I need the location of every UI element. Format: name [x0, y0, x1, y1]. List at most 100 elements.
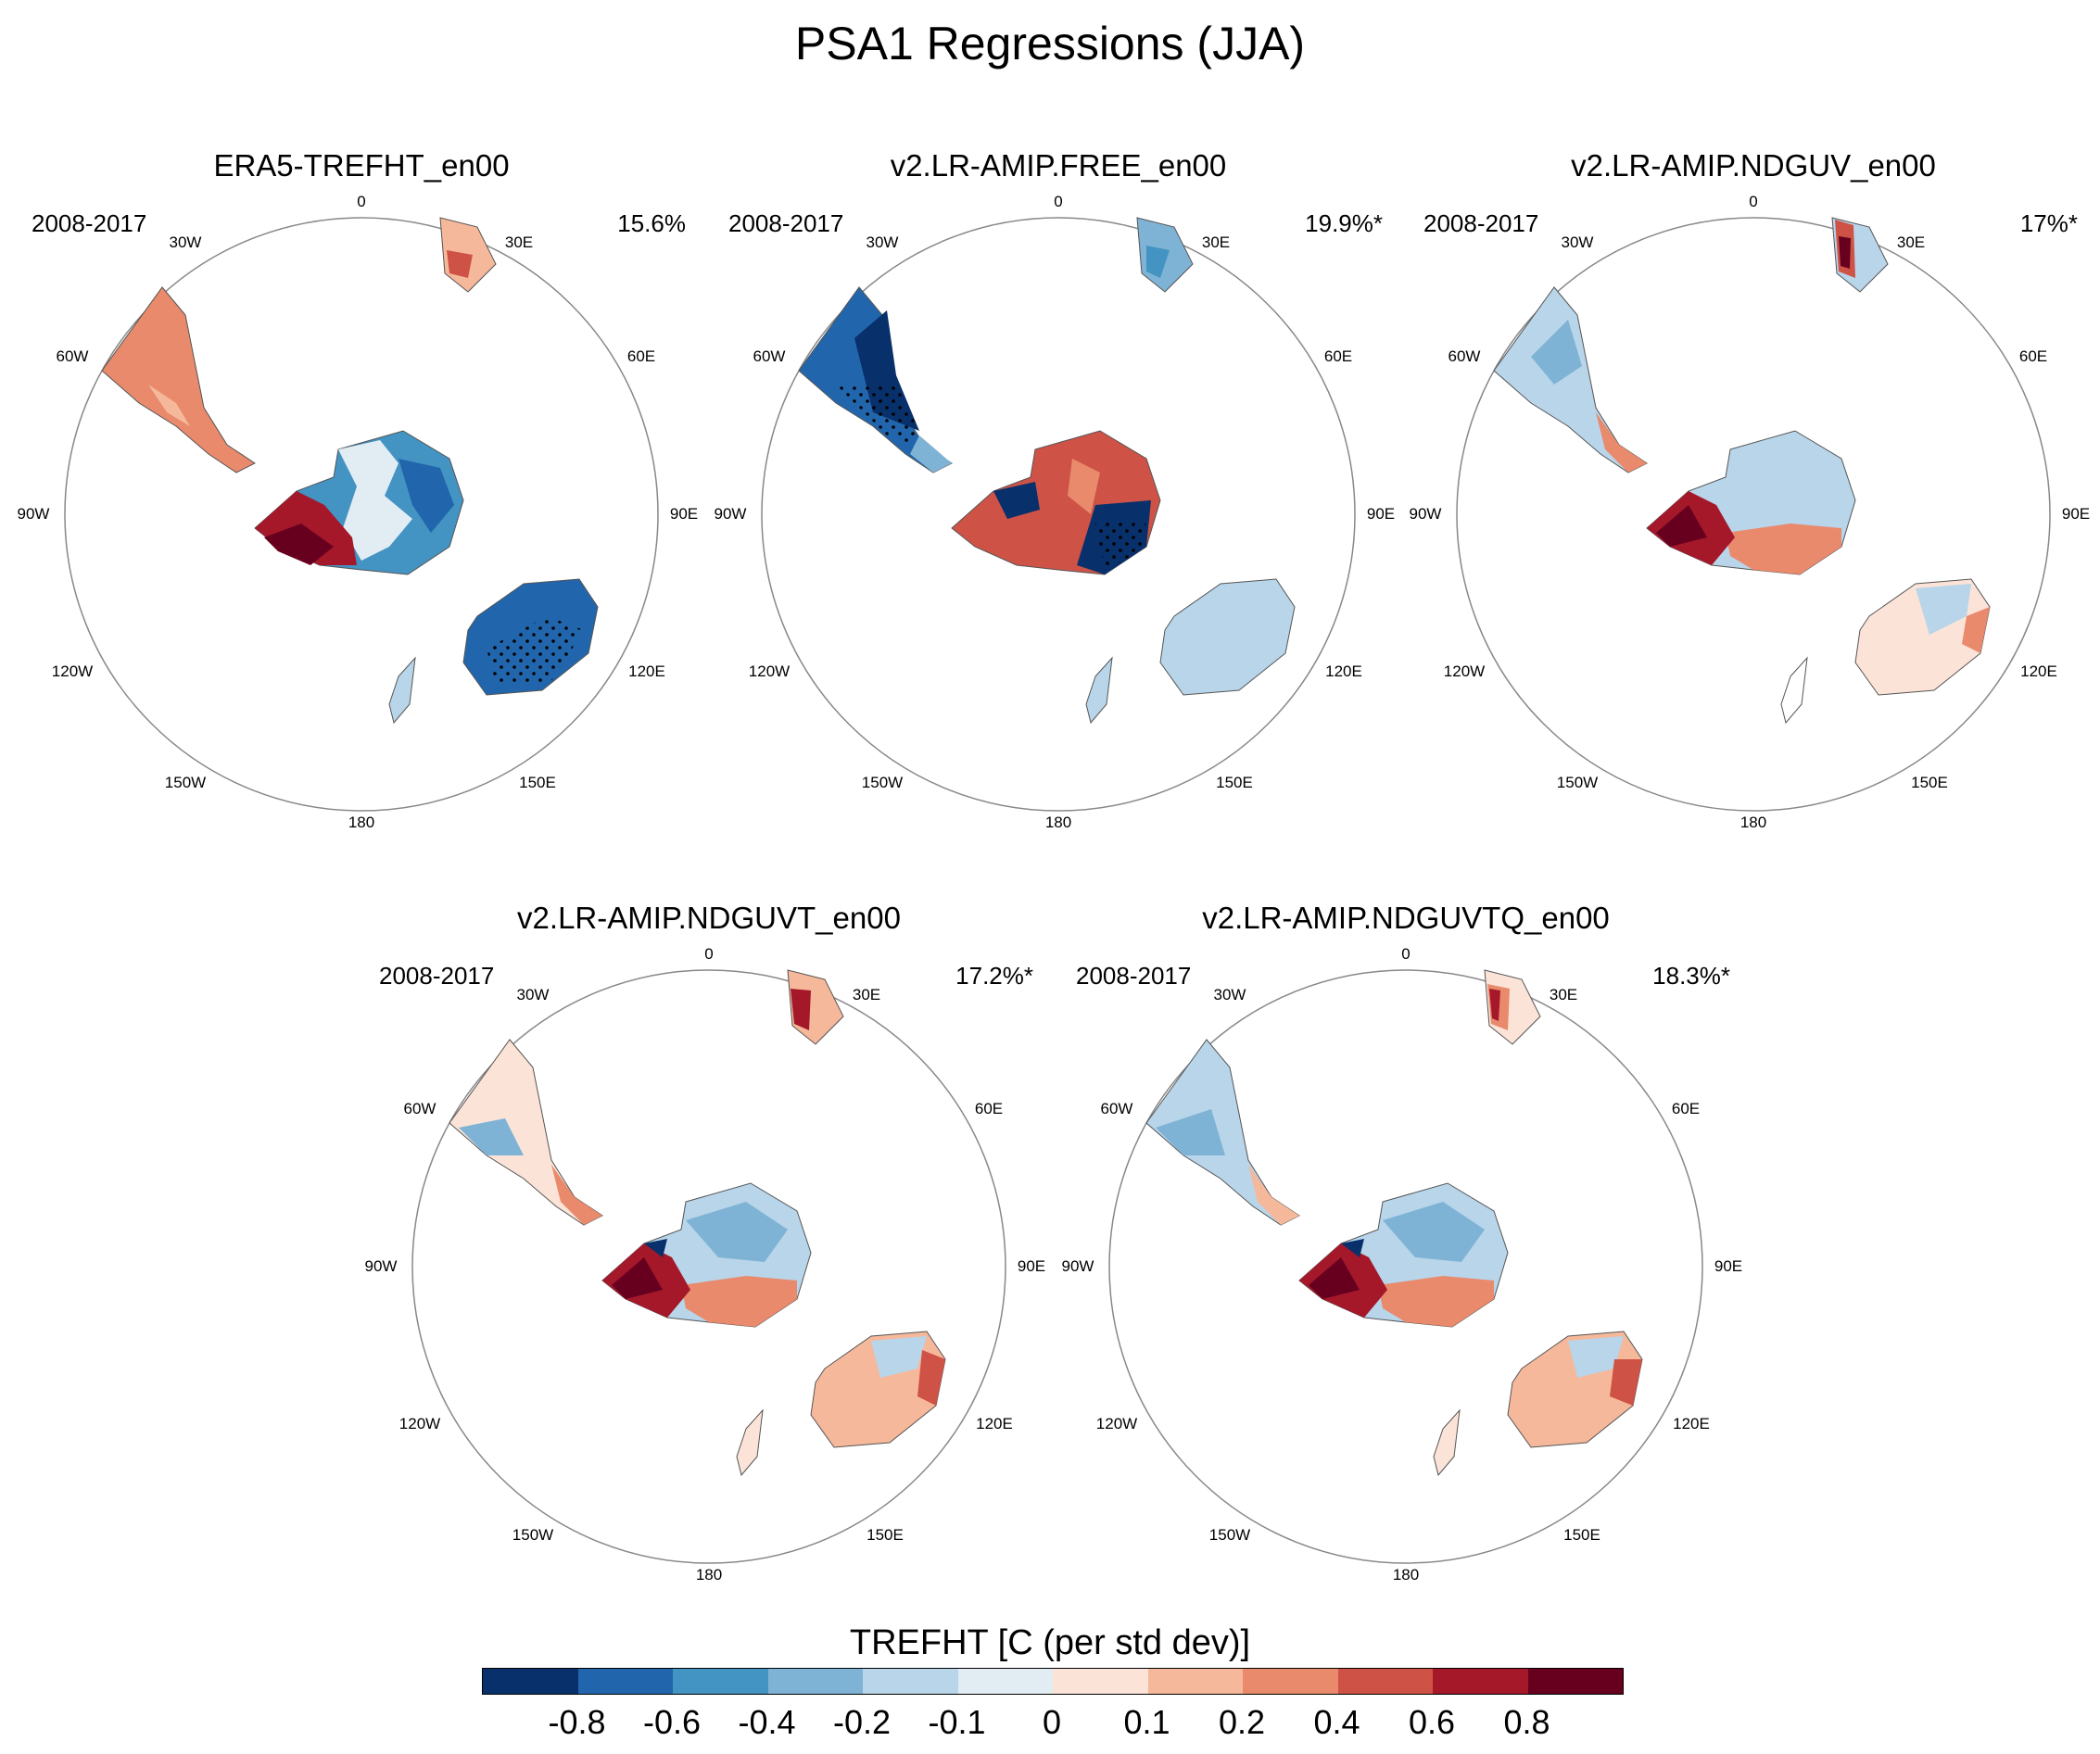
- lon-label: 120W: [51, 662, 94, 680]
- colorbar-tick-label: -0.1: [928, 1703, 986, 1741]
- variance-percent: 17%*: [2019, 209, 2078, 237]
- period-label: 2008-2017: [1076, 962, 1192, 990]
- lon-label: 150W: [512, 1526, 554, 1544]
- lon-label: 90W: [1061, 1257, 1094, 1275]
- panel-title: v2.LR-AMIP.NDGUVT_en00: [517, 901, 901, 935]
- colorbar-tick-label: 0.4: [1313, 1703, 1360, 1741]
- colorbar-tick-label: -0.8: [548, 1703, 606, 1741]
- colorbar-box: [767, 1669, 863, 1694]
- polar-map: [411, 969, 1006, 1564]
- lon-label: 120W: [1095, 1415, 1138, 1432]
- period-label: 2008-2017: [728, 209, 844, 237]
- lon-label: 30W: [169, 233, 202, 251]
- colorbar: [482, 1668, 1624, 1695]
- lon-label: 150W: [1208, 1526, 1251, 1544]
- lon-label: 90E: [669, 505, 699, 523]
- lon-label: 60W: [1100, 1100, 1133, 1117]
- lon-label: 90W: [17, 505, 50, 523]
- lon-label: 90W: [1409, 505, 1442, 523]
- lon-label: 30E: [852, 986, 881, 1003]
- lon-label: 120E: [628, 662, 665, 680]
- lon-label: 60E: [1323, 347, 1353, 365]
- period-label: 2008-2017: [379, 962, 495, 990]
- colorbar-box: [863, 1669, 958, 1694]
- period-label: 2008-2017: [32, 209, 147, 237]
- variance-percent: 19.9%*: [1305, 209, 1383, 237]
- lon-label: 180: [1739, 814, 1767, 831]
- map-panel-ndguvt: v2.LR-AMIP.NDGUVT_en00 2008-2017 17.2%* …: [364, 901, 1052, 1623]
- lon-label: 150E: [1216, 774, 1253, 791]
- map-panel-ndguvtq: v2.LR-AMIP.NDGUVTQ_en00 2008-2017 18.3%*…: [1061, 901, 1749, 1623]
- lon-label: 150W: [164, 774, 207, 791]
- map-panel-era5: ERA5-TREFHT_en00 2008-2017 15.6% 0 30E 6…: [17, 148, 704, 871]
- lon-label: 150E: [519, 774, 556, 791]
- colorbar-tick-label: -0.6: [642, 1703, 702, 1741]
- variance-percent: 18.3%*: [1652, 962, 1730, 990]
- lon-label: 30E: [1201, 233, 1231, 251]
- lon-label: 150E: [1911, 774, 1948, 791]
- lon-label: 30E: [1549, 986, 1578, 1003]
- colorbar-tick-label: 0: [1042, 1703, 1062, 1741]
- colorbar-tick-label: 0.1: [1123, 1703, 1170, 1741]
- lon-label: 0: [1749, 193, 1758, 210]
- polar-map: [1108, 969, 1703, 1564]
- lon-label: 150E: [867, 1526, 904, 1544]
- map-panel-ndguv: v2.LR-AMIP.NDGUV_en00 2008-2017 17%* 0 3…: [1409, 148, 2096, 871]
- lon-label: 30E: [504, 233, 534, 251]
- lon-label: 120W: [1443, 662, 1486, 680]
- lon-label: 90E: [1714, 1257, 1743, 1275]
- panel-title: v2.LR-AMIP.FREE_en00: [890, 148, 1227, 183]
- colorbar-tick-label: -0.4: [738, 1703, 796, 1741]
- map-panel-free: v2.LR-AMIP.FREE_en00 2008-2017 19.9%* 0 …: [715, 148, 1401, 871]
- lon-label: 0: [704, 945, 714, 963]
- colorbar-box: [1147, 1669, 1243, 1694]
- figure-title: PSA1 Regressions (JJA): [794, 18, 1306, 69]
- lon-label: 60E: [2018, 347, 2048, 365]
- lon-label: 60W: [1448, 347, 1481, 365]
- colorbar-box: [1433, 1669, 1528, 1694]
- colorbar-tick-label: 0.8: [1503, 1703, 1550, 1741]
- colorbar-title: TREFHT [C (per std dev)]: [849, 1623, 1251, 1662]
- colorbar-box: [673, 1669, 768, 1694]
- lon-label: 60E: [1671, 1100, 1701, 1117]
- lon-label: 120W: [748, 662, 791, 680]
- panel-title: v2.LR-AMIP.NDGUVTQ_en00: [1202, 901, 1610, 935]
- lon-label: 60W: [403, 1100, 436, 1117]
- lon-label: 60W: [753, 347, 786, 365]
- lon-label: 180: [695, 1566, 723, 1584]
- lon-label: 120W: [398, 1415, 441, 1432]
- lon-label: 90E: [1017, 1257, 1046, 1275]
- lon-label: 150E: [1563, 1526, 1600, 1544]
- lon-label: 90E: [1366, 505, 1396, 523]
- lon-label: 60E: [974, 1100, 1004, 1117]
- colorbar-tick-label: -0.2: [832, 1703, 892, 1741]
- lon-label: 0: [1401, 945, 1411, 963]
- lon-label: 120E: [2020, 662, 2057, 680]
- lon-label: 120E: [1325, 662, 1362, 680]
- variance-percent: 17.2%*: [955, 962, 1033, 990]
- lon-label: 0: [1054, 193, 1063, 210]
- lon-label: 30W: [866, 233, 899, 251]
- panel-title: ERA5-TREFHT_en00: [213, 148, 510, 183]
- polar-map: [761, 217, 1356, 812]
- lon-label: 90E: [2061, 505, 2091, 523]
- colorbar-box: [1243, 1669, 1338, 1694]
- lon-label: 150W: [861, 774, 904, 791]
- colorbar-box: [483, 1669, 578, 1694]
- lon-label: 0: [357, 193, 366, 210]
- lon-label: 30W: [1213, 986, 1246, 1003]
- period-label: 2008-2017: [1423, 209, 1539, 237]
- lon-label: 90W: [714, 505, 747, 523]
- lon-label: 30W: [516, 986, 550, 1003]
- colorbar-tick-label: 0.6: [1408, 1703, 1456, 1741]
- lon-label: 60E: [626, 347, 656, 365]
- lon-label: 90W: [364, 1257, 398, 1275]
- colorbar-box: [957, 1669, 1053, 1694]
- lon-label: 150W: [1556, 774, 1599, 791]
- lon-label: 180: [348, 814, 375, 831]
- lon-label: 180: [1044, 814, 1072, 831]
- colorbar-box: [1337, 1669, 1433, 1694]
- polar-map: [64, 217, 659, 812]
- colorbar-tick-label: 0.2: [1218, 1703, 1266, 1741]
- lon-label: 60W: [56, 347, 89, 365]
